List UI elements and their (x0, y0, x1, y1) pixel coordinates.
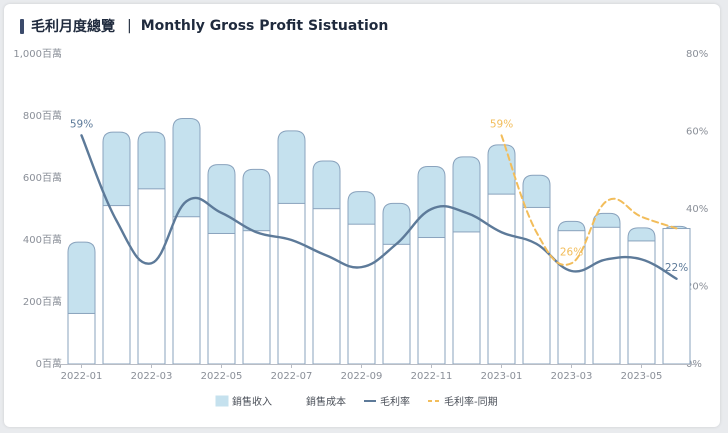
y-left-tick-label: 400百萬 (23, 233, 62, 246)
cost-bar (102, 205, 131, 365)
y-left-tick-label: 600百萬 (23, 171, 62, 184)
title-separator: | (127, 18, 132, 34)
chart-header: 毛利月度總覽 | Monthly Gross Profit Sistuation (20, 15, 388, 37)
chart-title-english: Monthly Gross Profit Sistuation (140, 18, 389, 34)
cost-bar (487, 193, 516, 365)
y-right-tick-label: 40% (686, 204, 708, 215)
margin-prior-data-label: 59% (490, 118, 513, 130)
x-tick-label: 2022-11 (411, 371, 453, 382)
cost-bar (172, 216, 201, 365)
cost-bar (347, 223, 376, 365)
legend-label: 銷售收入 (232, 395, 272, 408)
cost-bar (592, 226, 621, 365)
y-right-tick-label: 80% (686, 49, 708, 60)
legend-swatch-revenue (215, 395, 229, 407)
y-left-tick-label: 800百萬 (23, 109, 62, 122)
y-right-tick-label: 20% (686, 282, 708, 293)
x-tick-label: 2022-05 (201, 371, 243, 382)
margin-prior-data-label: 26% (560, 246, 583, 258)
cost-bar (382, 243, 411, 365)
y-right-tick-label: 60% (686, 127, 708, 138)
x-tick-label: 2023-05 (621, 371, 663, 382)
margin-rate-prior-line (500, 134, 678, 266)
cost-bar (662, 228, 691, 365)
cost-bar (312, 208, 341, 365)
y-left-tick-label: 1,000百萬 (13, 47, 62, 60)
cost-bar (452, 231, 481, 365)
x-tick-label: 2023-01 (481, 371, 523, 382)
margin-data-label: 59% (70, 118, 93, 130)
legend-label: 毛利率 (380, 395, 410, 408)
legend-label: 銷售成本 (306, 395, 346, 408)
x-tick-label: 2022-07 (271, 371, 313, 382)
legend-label: 毛利率-同期 (444, 395, 498, 408)
cost-bar (137, 188, 166, 365)
cost-bar (207, 232, 236, 365)
cost-bar (67, 312, 96, 365)
x-tick-label: 2022-09 (341, 371, 383, 382)
cost-bar (242, 230, 271, 365)
x-tick-label: 2022-01 (61, 371, 103, 382)
chart-title-chinese: 毛利月度總覽 (31, 19, 115, 35)
cost-bar (417, 237, 446, 365)
y-left-tick-label: 0百萬 (36, 357, 62, 370)
y-left-tick-label: 200百萬 (23, 295, 62, 308)
cost-bar (627, 240, 656, 365)
margin-data-label: 22% (665, 262, 688, 274)
x-tick-label: 2022-03 (131, 371, 173, 382)
x-tick-label: 2023-03 (551, 371, 593, 382)
margin-rate-line (80, 134, 678, 280)
title-accent-bar (20, 18, 24, 34)
cost-bar (277, 202, 306, 365)
legend-swatch-cost (290, 396, 302, 406)
